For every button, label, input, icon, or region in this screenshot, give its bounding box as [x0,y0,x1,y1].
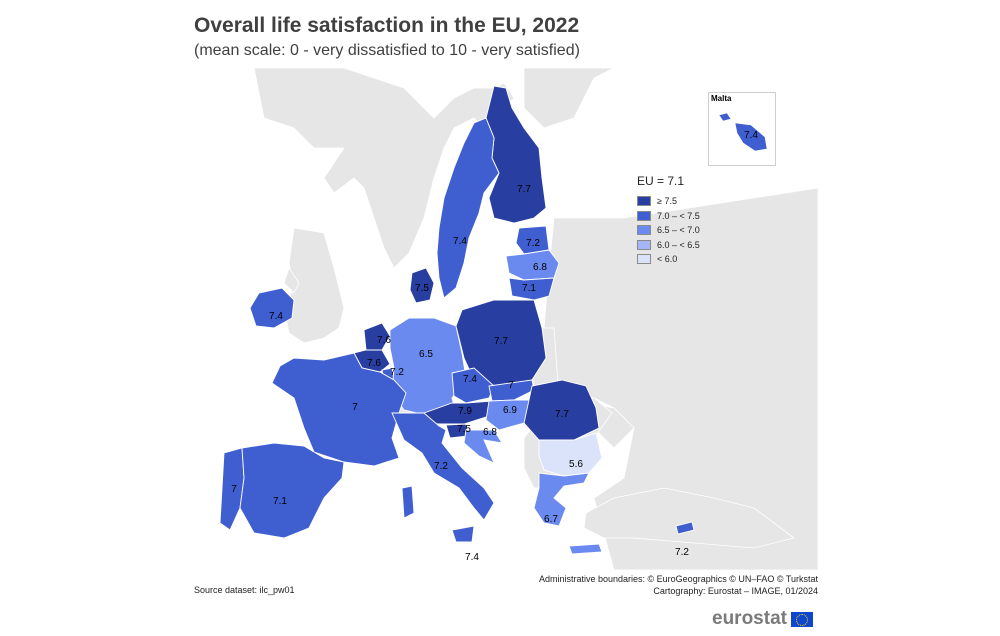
label-austria: 7.9 [458,406,472,417]
label-czechia: 7.4 [463,374,477,385]
country-crete [568,543,603,555]
country-ireland [249,287,295,329]
label-hungary: 6.9 [503,405,517,416]
label-cyprus: 7.2 [675,547,689,558]
country-slovakia [488,379,535,402]
country-greece [533,472,590,527]
credits-boundaries: Administrative boundaries: © EuroGeograp… [538,574,818,584]
label-poland: 7.7 [494,336,508,347]
country-sicily [451,525,475,543]
legend-swatch [637,196,651,207]
non-eu-land [253,68,818,570]
country-romania [523,379,600,441]
legend-label: < 6.0 [657,254,678,265]
country-denmark [409,267,435,304]
legend: EU = 7.1 ≥ 7.5 7.0 – < 7.5 6.5 – < 7.0 6… [637,174,700,267]
label-romania: 7.7 [555,409,569,420]
country-sweden [436,117,500,299]
legend-item: ≥ 7.5 [637,194,700,209]
label-greece: 6.7 [544,514,558,525]
label-denmark: 7.5 [415,283,429,294]
country-italy [391,412,495,521]
legend-swatch [637,225,651,236]
choropleth-map: 7.7 7.4 7.2 6.8 7.1 7.5 7.4 7.6 7.6 7.2 … [194,68,818,570]
label-slovakia: 7 [508,380,514,391]
malta-inset-title: Malta [711,94,732,103]
legend-item: 6.0 – < 6.5 [637,238,700,253]
eurostat-logo: eurostat [712,608,813,630]
legend-label: 6.5 – < 7.0 [657,225,700,236]
label-spain: 7.1 [273,496,287,507]
legend-swatch [637,239,651,250]
eu-flag-icon [790,611,813,627]
label-estonia: 7.2 [526,238,540,249]
country-latvia [505,249,560,281]
legend-title: EU = 7.1 [637,174,685,188]
label-lithuania: 7.1 [522,283,536,294]
label-bulgaria: 5.6 [569,459,583,470]
legend-swatch [637,254,651,265]
country-croatia [463,429,503,464]
value-labels: 7.7 7.4 7.2 6.8 7.1 7.5 7.4 7.6 7.6 7.2 … [231,184,689,563]
label-sweden: 7.4 [453,236,467,247]
label-germany: 6.5 [419,349,433,360]
credits-cartography: Cartography: Eurostat – IMAGE, 01/2024 [653,586,818,596]
legend-label: 6.0 – < 6.5 [657,239,700,250]
label-france: 7 [352,402,358,413]
legend-label: 7.0 – < 7.5 [657,210,700,221]
label-netherlands: 7.6 [377,335,391,346]
legend-item: 6.5 – < 7.0 [637,223,700,238]
country-netherlands [363,322,391,351]
legend-label: ≥ 7.5 [657,196,677,207]
country-sardinia [401,485,415,519]
label-slovenia: 7.5 [457,424,471,435]
label-italy: 7.2 [434,461,448,472]
label-croatia: 6.8 [483,427,497,438]
label-portugal: 7 [231,484,237,495]
credits: Administrative boundaries: © EuroGeograp… [539,573,818,597]
label-finland: 7.7 [517,184,531,195]
eu-countries [219,85,695,555]
malta-shape: 7.4 [718,112,768,152]
eurostat-wordmark: eurostat [712,608,787,629]
country-cyprus [675,521,695,535]
country-czechia [451,367,495,404]
legend-swatch [637,210,651,221]
legend-item: 7.0 – < 7.5 [637,209,700,224]
country-spain [239,442,345,539]
map-subtitle: (mean scale: 0 - very dissatisfied to 10… [194,42,580,59]
map-title: Overall life satisfaction in the EU, 202… [194,14,580,37]
country-lithuania [508,277,555,301]
malta-inset: Malta 7.4 [708,92,776,166]
legend-item: < 6.0 [637,252,700,267]
label-latvia: 6.8 [533,262,547,273]
source-note: Source dataset: ilc_pw01 [194,585,295,595]
label-luxembourg: 7.2 [390,367,404,378]
label-belgium: 7.6 [367,358,381,369]
country-france [271,352,407,467]
label-ireland: 7.4 [269,311,283,322]
label-malta: 7.4 [744,130,758,141]
label-italy-south: 7.4 [465,552,479,563]
